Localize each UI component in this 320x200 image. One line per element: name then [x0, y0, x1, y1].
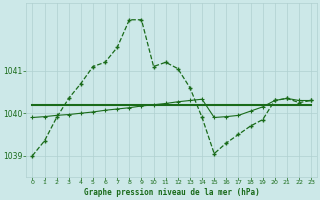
X-axis label: Graphe pression niveau de la mer (hPa): Graphe pression niveau de la mer (hPa): [84, 188, 260, 197]
